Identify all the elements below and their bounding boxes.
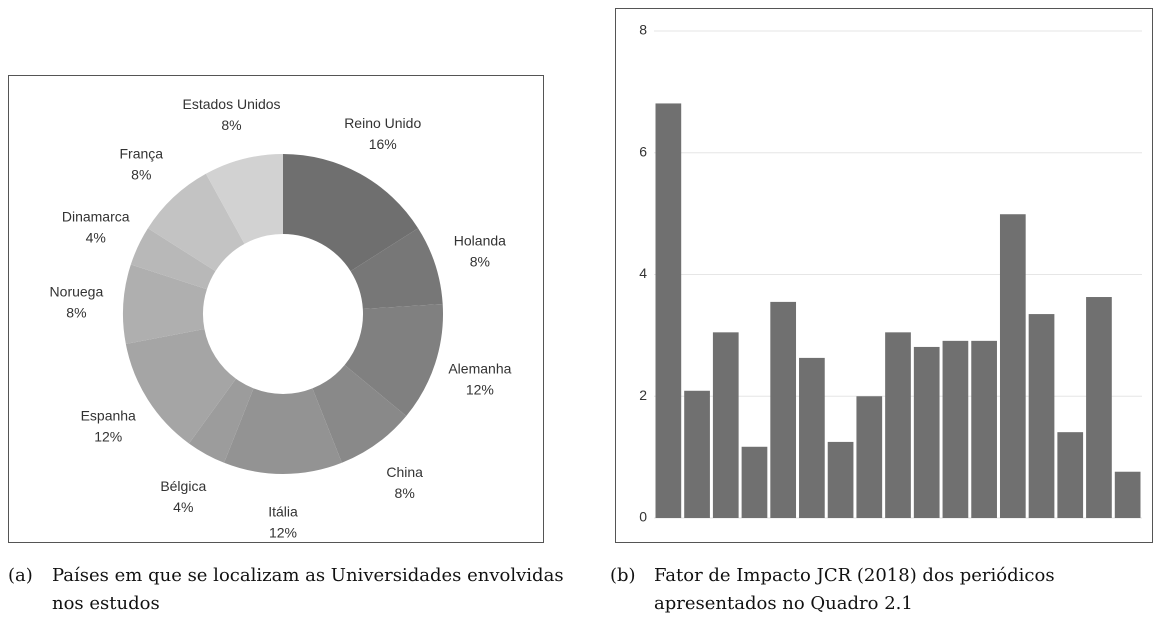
- donut-slice: [224, 388, 342, 474]
- value-label: 4%: [173, 499, 193, 515]
- donut-slice: [130, 228, 216, 290]
- y-tick-label: 6: [639, 143, 647, 159]
- slice-label: China 8%: [386, 464, 423, 501]
- value-label: 16%: [369, 136, 397, 152]
- bar: [1057, 432, 1084, 518]
- value-label: 12%: [269, 524, 297, 540]
- value-label: 12%: [94, 428, 122, 444]
- y-tick-label: 2: [639, 387, 647, 403]
- caption-text: Fator de Impacto JCR (2018) dos periódic…: [654, 565, 1055, 614]
- slice-label: Alemanha 12%: [448, 360, 511, 397]
- value-label: 8%: [470, 253, 490, 269]
- category-label: Espanha: [81, 407, 136, 423]
- caption-a: (a) Países em que se localizam as Univers…: [8, 562, 572, 618]
- bar: [741, 446, 768, 518]
- slice-label: Itália 12%: [268, 503, 298, 540]
- donut-slice: [122, 264, 207, 344]
- value-label: 8%: [66, 304, 86, 320]
- bar: [1114, 471, 1141, 518]
- donut-slice: [344, 303, 443, 416]
- category-label: Itália: [268, 503, 298, 519]
- category-label: Alemanha: [448, 360, 511, 376]
- category-label: França: [120, 145, 164, 161]
- bar: [770, 301, 797, 518]
- donut-slice: [312, 364, 407, 463]
- category-label: China: [386, 464, 423, 480]
- bar: [885, 332, 911, 518]
- y-tick-label: 4: [639, 265, 647, 281]
- bar: [827, 441, 854, 518]
- slice-label: Espanha 12%: [81, 407, 136, 444]
- donut-slice: [350, 228, 443, 309]
- bar: [913, 346, 940, 518]
- donut-slice: [125, 328, 236, 444]
- donut-slice: [205, 154, 283, 244]
- slice-label: França 8%: [120, 145, 164, 182]
- category-label: Dinamarca: [62, 208, 130, 224]
- slice-label: Bélgica 4%: [160, 478, 206, 515]
- slice-label: Reino Unido 16%: [344, 115, 421, 152]
- caption-label: (b): [610, 565, 636, 586]
- bar: [942, 340, 969, 518]
- value-label: 8%: [131, 166, 151, 182]
- donut-slice: [283, 154, 419, 272]
- bar: [999, 214, 1026, 518]
- slice-label: Estados Unidos 8%: [182, 96, 280, 133]
- slice-label: Noruega 8%: [50, 283, 104, 320]
- category-label: Estados Unidos: [182, 96, 280, 112]
- value-label: 8%: [221, 117, 241, 133]
- bar: [712, 332, 739, 518]
- bar: [856, 396, 883, 518]
- category-label: Holanda: [454, 232, 506, 248]
- figure: Reino Unido 16% Holanda 8% Alemanha 12% China 8…: [8, 8, 1153, 543]
- value-label: 12%: [466, 381, 494, 397]
- bar: [971, 340, 997, 518]
- slice-label: Holanda 8%: [454, 232, 506, 269]
- category-label: Noruega: [50, 283, 104, 299]
- value-label: 8%: [395, 485, 415, 501]
- category-label: Reino Unido: [344, 115, 421, 131]
- caption-label: (a): [8, 565, 33, 586]
- bar: [684, 390, 710, 518]
- y-tick-label: 8: [639, 22, 647, 38]
- donut-slice: [147, 173, 245, 272]
- caption-text: Países em que se localizam as Universida…: [52, 565, 564, 614]
- bar: [1086, 297, 1112, 518]
- caption-b: (b) Fator de Impacto JCR (2018) dos perió…: [610, 562, 1124, 618]
- y-tick-label: 0: [639, 509, 647, 525]
- slice-label: Dinamarca 4%: [62, 208, 130, 245]
- category-label: Bélgica: [160, 478, 206, 494]
- bar: [799, 357, 825, 518]
- bar: [655, 103, 682, 518]
- bar: [1028, 314, 1055, 518]
- value-label: 4%: [86, 229, 106, 245]
- donut-slice: [188, 378, 254, 463]
